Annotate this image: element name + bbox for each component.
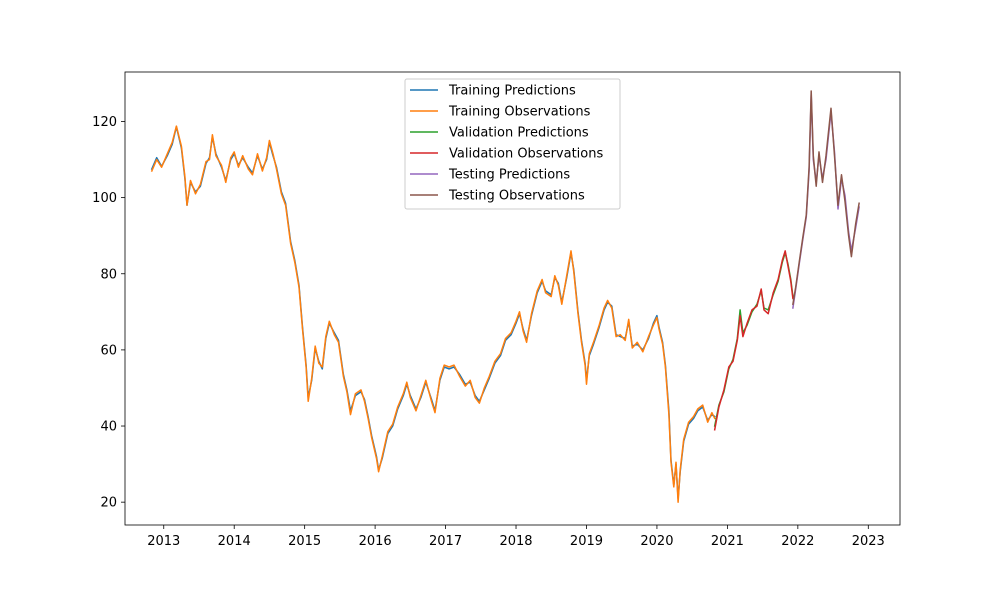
legend-label: Validation Predictions [449,126,589,141]
y-tick-label: 100 [92,191,117,206]
x-tick-label: 2021 [711,534,744,549]
x-tick-label: 2020 [640,534,673,549]
legend-box [404,78,621,210]
legend-label: Testing Observations [448,189,585,204]
legend-label: Training Predictions [448,84,576,99]
series-layer [150,90,860,503]
x-tick-label: 2016 [359,534,392,549]
x-tick-label: 2023 [852,534,885,549]
axes-frame [124,71,901,526]
series-line-5 [792,90,860,306]
x-axis-ticks: 2013 2014 2015 2016 2017 2018 2019 2020 2021 2022… [147,525,885,549]
legend-label: Testing Predictions [448,168,570,183]
y-tick-label: 120 [92,115,117,130]
y-tick-label: 40 [100,420,117,435]
x-tick-label: 2014 [218,534,251,549]
x-tick-label: 2017 [429,534,462,549]
series-line-1 [150,125,716,503]
x-tick-label: 2013 [147,534,180,549]
y-tick-label: 80 [100,267,117,282]
legend-label: Validation Observations [449,147,603,162]
x-tick-label: 2015 [288,534,321,549]
legend-label: Training Observations [448,105,591,120]
legend: Training Predictions Training Observation… [404,78,621,210]
x-tick-label: 2018 [499,534,532,549]
series-line-3 [713,250,794,431]
x-tick-label: 2019 [570,534,603,549]
y-axis-ticks: 20 40 60 80 100 120 [92,115,125,511]
y-tick-label: 20 [100,496,117,511]
x-tick-label: 2022 [781,534,814,549]
y-tick-label: 60 [100,343,117,358]
